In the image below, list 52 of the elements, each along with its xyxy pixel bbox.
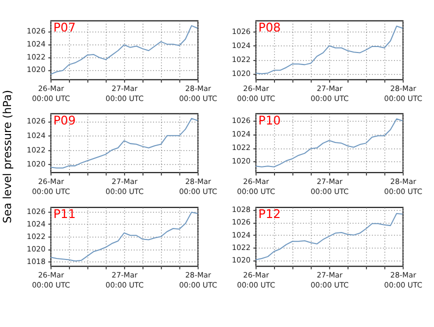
chart-title: P10 — [258, 113, 281, 128]
x-tick-label: 27-Mar 00:00 UTC — [310, 270, 349, 290]
x-tick-label: 26-Mar 00:00 UTC — [32, 176, 70, 196]
y-tick-label: 1022 — [232, 55, 251, 64]
x-tick-label: 27-Mar 00:00 UTC — [106, 84, 144, 104]
y-tick-label: 1018 — [26, 256, 46, 266]
y-tick-label: 1026 — [26, 116, 46, 126]
y-tick-label: 1024 — [26, 219, 46, 228]
x-tick-label: 28-Mar 00:00 UTC — [384, 176, 422, 196]
x-tick-label: 26-Mar 00:00 UTC — [237, 84, 276, 104]
y-tick-label: 1020 — [232, 156, 251, 166]
line-series — [50, 118, 198, 168]
y-tick-label: 1022 — [26, 145, 46, 154]
x-tick-label: 27-Mar 00:00 UTC — [106, 270, 144, 290]
chart-title: P08 — [258, 20, 281, 35]
y-tick-label: 1024 — [232, 41, 251, 50]
y-axis-title: Sea level pressure (hPa) — [1, 90, 14, 224]
y-tick-label: 1026 — [232, 116, 251, 126]
x-tick-label: 28-Mar 00:00 UTC — [179, 84, 218, 104]
x-tick-label: 27-Mar 00:00 UTC — [310, 176, 349, 196]
y-tick-label: 1024 — [26, 40, 46, 49]
y-tick-label: 1020 — [232, 256, 251, 265]
y-tick-label: 1020 — [26, 160, 46, 169]
x-tick-label: 27-Mar 00:00 UTC — [310, 84, 349, 104]
x-tick-label: 26-Mar 00:00 UTC — [32, 270, 70, 290]
y-tick-label: 1026 — [26, 206, 46, 216]
y-tick-label: 1026 — [232, 218, 251, 227]
y-tick-label: 1022 — [232, 243, 251, 252]
chart-title: P11 — [53, 207, 76, 222]
y-tick-label: 1026 — [26, 26, 46, 36]
x-tick-label: 28-Mar 00:00 UTC — [384, 270, 422, 290]
y-tick-label: 1022 — [26, 232, 46, 241]
x-tick-label: 28-Mar 00:00 UTC — [179, 176, 218, 196]
y-tick-label: 1020 — [26, 65, 46, 74]
x-tick-label: 26-Mar 00:00 UTC — [237, 270, 276, 290]
chart-title: P09 — [53, 113, 76, 128]
x-tick-label: 26-Mar 00:00 UTC — [237, 176, 276, 196]
x-tick-label: 28-Mar 00:00 UTC — [384, 84, 422, 104]
chart-title: P07 — [53, 20, 76, 35]
x-tick-label: 26-Mar 00:00 UTC — [32, 84, 70, 104]
y-tick-label: 1028 — [232, 205, 251, 214]
y-tick-label: 1022 — [26, 52, 46, 62]
x-tick-label: 28-Mar 00:00 UTC — [179, 270, 218, 290]
y-tick-label: 1022 — [232, 143, 251, 152]
y-tick-label: 1020 — [232, 69, 251, 78]
y-tick-label: 1020 — [26, 244, 46, 254]
x-tick-label: 27-Mar 00:00 UTC — [106, 176, 144, 196]
chart-title: P12 — [258, 207, 281, 222]
y-tick-label: 1024 — [26, 130, 46, 140]
y-tick-label: 1024 — [232, 130, 251, 139]
y-tick-label: 1024 — [232, 230, 251, 240]
y-tick-label: 1026 — [232, 27, 251, 36]
